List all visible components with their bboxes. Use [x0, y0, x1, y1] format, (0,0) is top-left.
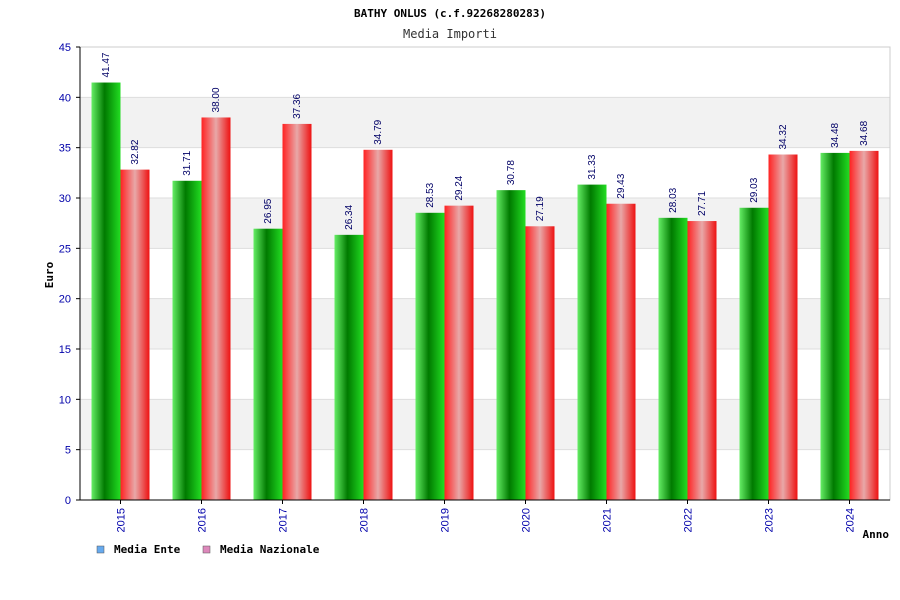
- x-tick-label: 2024: [845, 508, 857, 532]
- value-label: 34.79: [373, 119, 384, 144]
- value-label: 29.24: [454, 175, 465, 200]
- bar-media-nazionale: [282, 123, 312, 500]
- value-label: 41.47: [101, 52, 112, 77]
- bar-media-nazionale: [120, 169, 150, 500]
- legend-swatch-media-ente: [96, 545, 105, 554]
- value-label: 37.36: [292, 93, 303, 118]
- value-label: 28.53: [425, 182, 436, 207]
- bar-media-nazionale: [768, 154, 798, 500]
- y-tick-label: 0: [65, 495, 71, 507]
- x-tick-label: 2020: [521, 508, 533, 532]
- bar-media-ente: [496, 190, 526, 500]
- y-tick-label: 10: [59, 394, 71, 406]
- value-label: 28.03: [668, 187, 679, 212]
- legend-label-media-ente: Media Ente: [114, 543, 181, 556]
- value-label: 38.00: [211, 87, 222, 112]
- value-label: 29.03: [749, 177, 760, 202]
- y-tick-label: 35: [59, 143, 71, 155]
- y-tick-label: 40: [59, 92, 71, 104]
- x-tick-label: 2023: [764, 508, 776, 532]
- bar-media-nazionale: [687, 221, 717, 500]
- value-label: 34.68: [859, 120, 870, 145]
- value-label: 31.33: [587, 154, 598, 179]
- x-axis-label: Anno: [863, 528, 890, 541]
- value-label: 26.34: [344, 204, 355, 229]
- tick-labels: 0 5 10 15 20 25 30 35 40 45 2015 2016 2017 2018 2019 20…: [59, 42, 857, 532]
- y-tick-label: 25: [59, 243, 71, 255]
- legend: Media Ente Media Nazionale: [96, 543, 320, 556]
- bar-media-ente: [658, 217, 688, 500]
- bar-media-nazionale: [201, 117, 231, 500]
- legend-swatch-media-nazionale: [202, 545, 211, 554]
- value-label: 30.78: [506, 160, 517, 185]
- value-labels: 41.47 32.82 31.71 38.00 26.95 37.36 26.34 34.79…: [101, 52, 870, 230]
- bar-media-ente: [820, 152, 850, 500]
- x-tick-label: 2016: [197, 508, 209, 532]
- bar-media-nazionale: [444, 205, 474, 500]
- x-tick-label: 2015: [116, 508, 128, 532]
- bar-media-ente: [172, 180, 202, 500]
- y-tick-label: 20: [59, 294, 71, 306]
- value-label: 27.71: [697, 191, 708, 216]
- value-label: 29.43: [616, 173, 627, 198]
- value-label: 31.71: [182, 150, 193, 175]
- bar-media-ente: [415, 212, 445, 500]
- x-tick-label: 2018: [359, 508, 371, 532]
- bars: [91, 82, 879, 501]
- legend-label-media-nazionale: Media Nazionale: [220, 543, 320, 556]
- x-tick-label: 2017: [278, 508, 290, 532]
- chart-title: BATHY ONLUS (c.f.92268280283): [354, 7, 546, 20]
- bar-media-ente: [334, 234, 364, 500]
- chart-subtitle: Media Importi: [403, 27, 497, 41]
- y-tick-label: 45: [59, 42, 71, 54]
- bar-media-ente: [91, 82, 121, 500]
- y-axis-label: Euro: [43, 261, 56, 288]
- bar-media-ente: [253, 228, 283, 500]
- axes: [79, 47, 890, 501]
- bar-media-nazionale: [849, 150, 879, 500]
- y-tick-label: 30: [59, 193, 71, 205]
- y-tick-label: 15: [59, 344, 71, 356]
- x-tick-label: 2021: [602, 508, 614, 532]
- bar-media-ente: [739, 207, 769, 501]
- value-label: 27.19: [535, 196, 546, 221]
- x-tick-label: 2022: [683, 508, 695, 532]
- value-label: 26.95: [263, 198, 274, 223]
- x-tick-label: 2019: [440, 508, 452, 532]
- value-label: 34.48: [830, 122, 841, 147]
- value-label: 32.82: [130, 139, 141, 164]
- bar-media-nazionale: [363, 149, 393, 500]
- bar-media-nazionale: [525, 226, 555, 500]
- y-tick-label: 5: [65, 445, 71, 457]
- bar-media-nazionale: [606, 203, 636, 500]
- value-label: 34.32: [778, 124, 789, 149]
- bar-media-ente: [577, 184, 607, 500]
